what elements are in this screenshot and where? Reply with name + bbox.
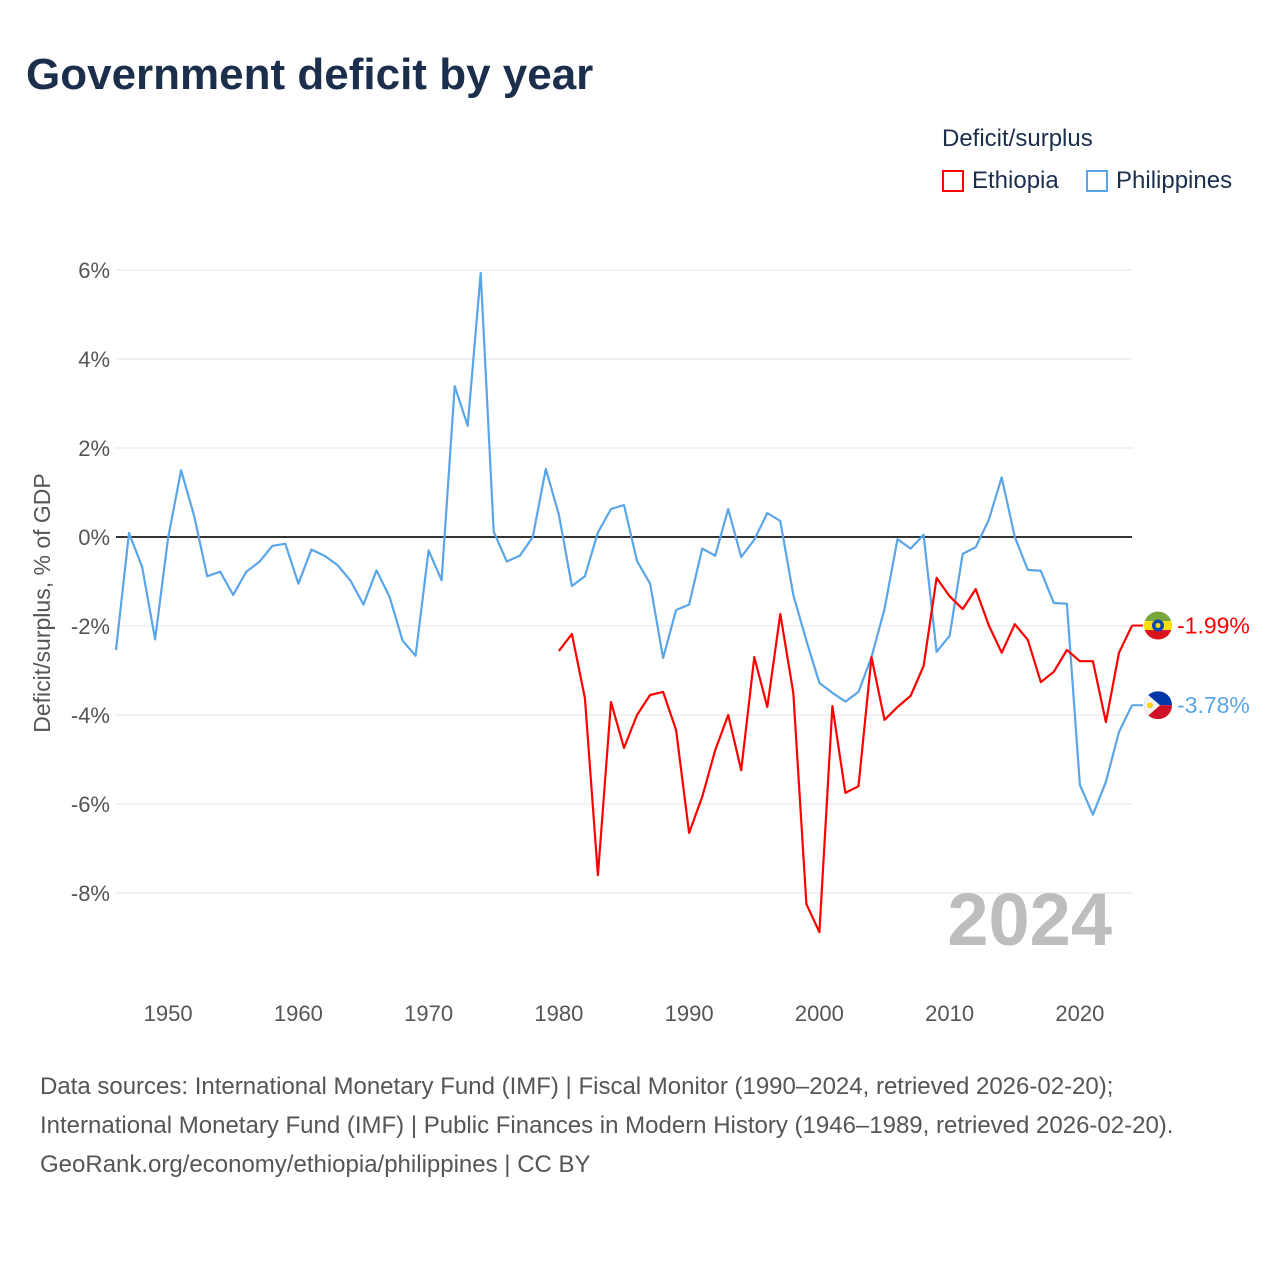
legend-item-philippines[interactable]: Philippines: [1086, 167, 1232, 195]
footer: Data sources: International Monetary Fun…: [40, 1067, 1240, 1184]
y-tick-label: 6%: [78, 258, 110, 283]
chart-title: Government deficit by year: [26, 50, 594, 99]
legend-swatch-philippines: [1086, 170, 1108, 192]
x-tick-label: 1970: [404, 1001, 453, 1026]
y-tick-label: 4%: [78, 347, 110, 372]
legend-item-ethiopia[interactable]: Ethiopia: [942, 167, 1059, 195]
legend-label: Philippines: [1116, 167, 1233, 194]
y-tick-label: -4%: [71, 703, 110, 728]
legend-swatch-ethiopia: [942, 170, 964, 192]
y-tick-label: -6%: [71, 792, 110, 817]
credit-link[interactable]: GeoRank.org/economy/ethiopia/philippines…: [40, 1151, 591, 1178]
x-tick-label: 1990: [665, 1001, 714, 1026]
legend-label: Ethiopia: [972, 167, 1059, 194]
ethiopia-flag-icon: [1144, 611, 1172, 640]
series-line-ethiopia: [558, 576, 1133, 934]
end-value-label-philippines: -3.78%: [1177, 692, 1250, 718]
y-tick-label: 0%: [78, 525, 110, 550]
philippines-flag-icon: [1144, 691, 1172, 720]
x-tick-label: 1950: [144, 1001, 193, 1026]
y-tick-label: -2%: [71, 614, 110, 639]
year-watermark: 2024: [947, 878, 1112, 961]
y-axis-label: Deficit/surplus, % of GDP: [29, 473, 55, 732]
x-tick-label: 1980: [534, 1001, 583, 1026]
x-tick-label: 1960: [274, 1001, 323, 1026]
x-tick-label: 2020: [1055, 1001, 1104, 1026]
series-line-philippines: [114, 272, 1133, 816]
x-tick-label: 2000: [795, 1001, 844, 1026]
line-chart: 6% 4% 2% 0% -2% -4% -6% -8% 1950 1960 1970 1980 1990…: [29, 258, 1250, 1026]
y-tick-label: 2%: [78, 436, 110, 461]
x-tick-label: 2010: [925, 1001, 974, 1026]
data-sources: Data sources: International Monetary Fun…: [40, 1073, 1174, 1139]
end-value-label-ethiopia: -1.99%: [1177, 613, 1250, 639]
y-tick-label: -8%: [71, 881, 110, 906]
legend-title: Deficit/surplus: [942, 125, 1093, 152]
